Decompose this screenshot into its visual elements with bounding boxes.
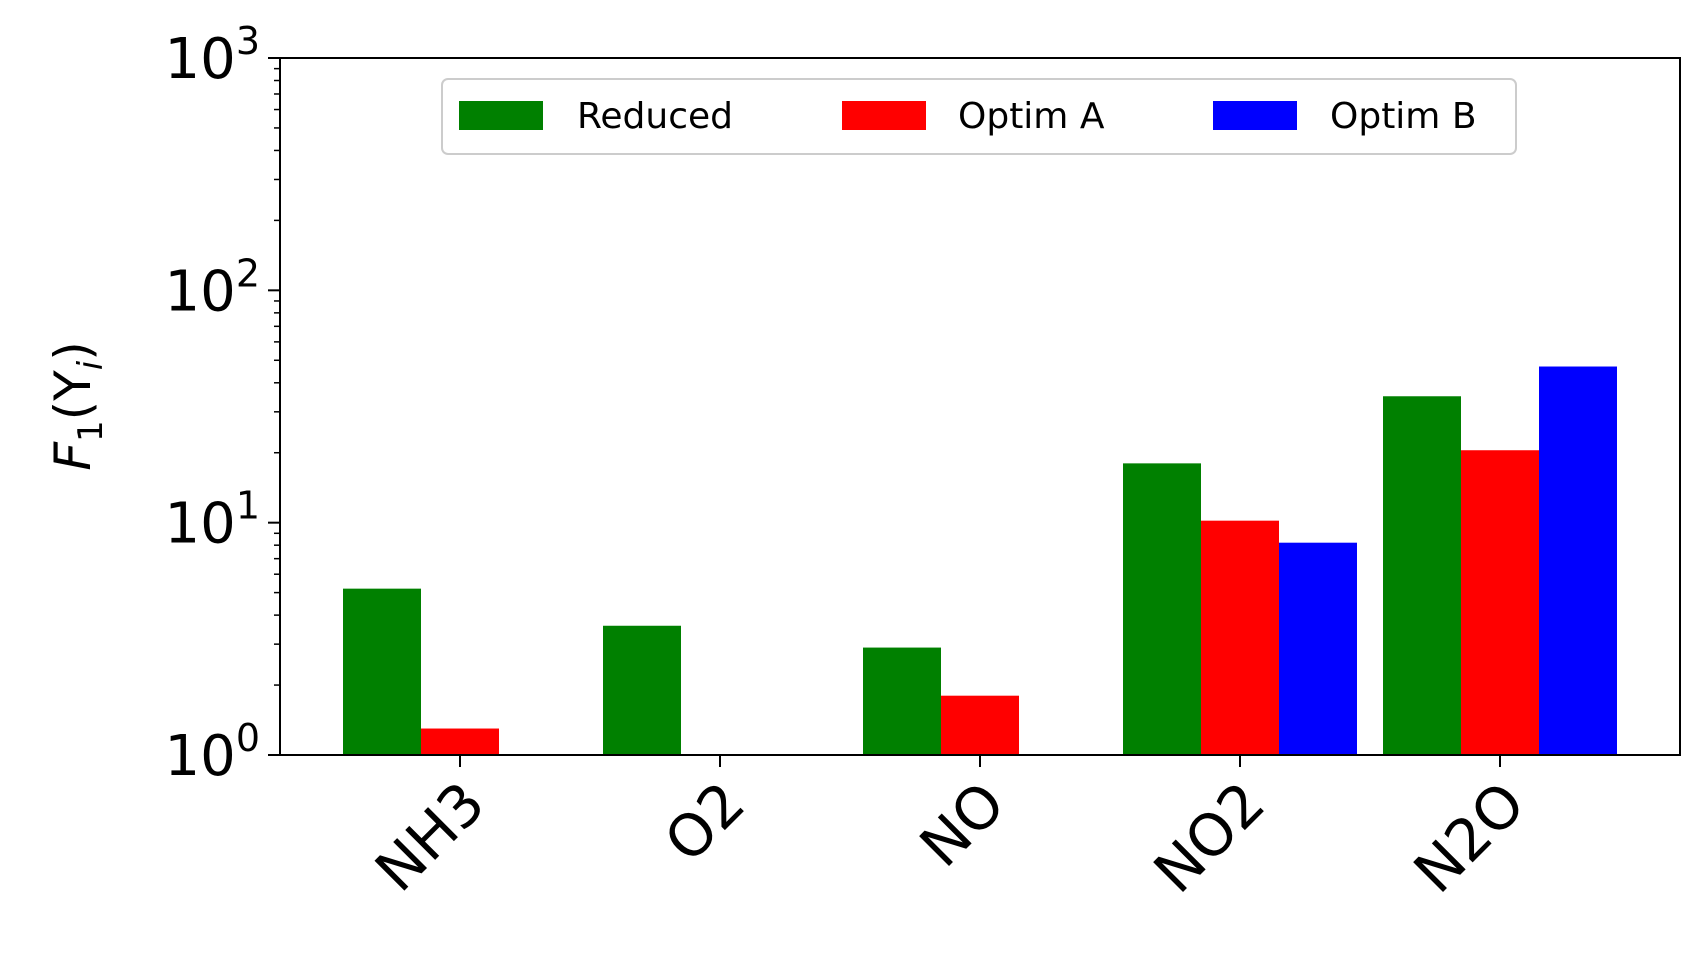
- bar-optim-b-n2o: [1539, 366, 1617, 755]
- legend-swatch-optim-b: [1213, 101, 1297, 130]
- y-tick-label: 103: [165, 19, 260, 92]
- bar-reduced-no: [863, 647, 941, 755]
- legend: Reduced Optim A Optim B: [441, 78, 1517, 155]
- bar-reduced-nh3: [343, 588, 421, 755]
- bar-optim-a-n2o: [1461, 450, 1539, 755]
- y-tick-label: 100: [165, 716, 260, 789]
- y-tick-label: 102: [165, 251, 260, 324]
- legend-label-reduced: Reduced: [577, 96, 733, 137]
- y-tick-label: 101: [165, 484, 260, 557]
- bars-group: [343, 366, 1617, 755]
- bar-optim-a-no2: [1201, 520, 1279, 755]
- y-axis: 100 101 102 103: [165, 19, 280, 789]
- bar-optim-a-no: [941, 695, 1019, 755]
- bar-reduced-n2o: [1383, 396, 1461, 755]
- bar-optim-a-nh3: [421, 728, 499, 755]
- bar-reduced-o2: [603, 625, 681, 755]
- legend-label-optim-a: Optim A: [958, 96, 1105, 137]
- bar-optim-b-no2: [1279, 542, 1357, 755]
- legend-frame: [441, 78, 1517, 155]
- legend-swatch-reduced: [459, 101, 543, 130]
- legend-label-optim-b: Optim B: [1330, 96, 1477, 137]
- y-axis-label: F1(Yi): [44, 341, 111, 470]
- legend-swatch-optim-a: [842, 101, 926, 130]
- bar-reduced-no2: [1123, 463, 1201, 755]
